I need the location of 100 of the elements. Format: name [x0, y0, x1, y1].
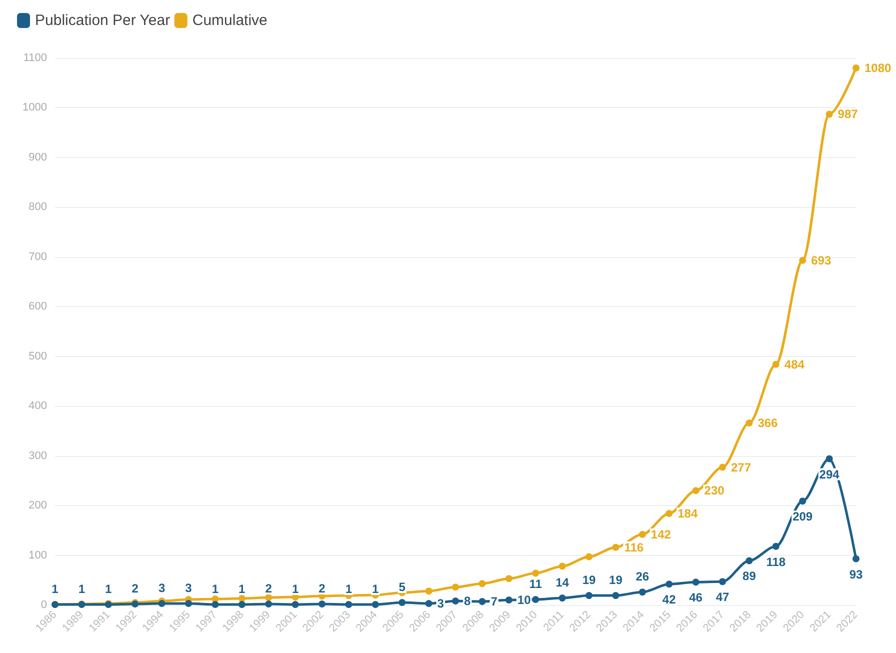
point	[265, 600, 272, 608]
y-tick-label: 800	[28, 201, 47, 214]
data-label: 277	[731, 460, 752, 474]
data-label: 89	[742, 569, 756, 584]
point	[425, 600, 432, 608]
point	[185, 600, 192, 608]
y-tick-label: 500	[28, 350, 47, 362]
data-label: 1	[292, 582, 299, 596]
data-label: 1	[78, 582, 86, 596]
point	[452, 598, 459, 605]
data-label: 5	[398, 580, 406, 594]
point	[612, 544, 620, 551]
data-label: 2	[132, 582, 139, 596]
point	[398, 599, 406, 606]
y-tick-label: 300	[28, 450, 47, 462]
data-label: 11	[529, 577, 542, 592]
data-label: 42	[662, 592, 676, 607]
data-label: 693	[811, 253, 832, 268]
point	[719, 578, 726, 586]
data-label: 26	[636, 570, 650, 584]
data-label: 47	[716, 590, 730, 604]
data-label: 1	[238, 582, 246, 596]
data-label: 142	[650, 527, 672, 542]
point	[799, 498, 806, 505]
y-tick-label: 1100	[23, 52, 47, 64]
y-tick-label: 600	[28, 300, 47, 313]
point	[292, 601, 299, 608]
point	[478, 580, 486, 588]
data-label: 366	[758, 416, 778, 430]
data-label: 10	[517, 593, 532, 608]
data-label: 294	[819, 467, 840, 482]
data-label: 2	[265, 582, 272, 596]
data-label: 184	[678, 506, 698, 520]
point	[158, 600, 166, 608]
point	[452, 584, 459, 591]
point	[372, 601, 379, 608]
y-tick-label: 200	[28, 500, 47, 512]
y-tick-label: 400	[28, 400, 47, 412]
data-label: 1080	[864, 60, 892, 75]
point	[692, 578, 700, 586]
data-label: 19	[609, 573, 623, 588]
point	[532, 596, 540, 604]
point	[532, 570, 540, 577]
y-tick-label: 0	[40, 599, 47, 611]
y-tick-label: 1000	[22, 102, 47, 114]
y-tick-label: 100	[28, 549, 47, 562]
point	[478, 598, 486, 606]
point	[772, 360, 780, 368]
point	[638, 588, 646, 596]
point	[852, 555, 860, 562]
point	[238, 601, 246, 608]
point	[772, 542, 780, 550]
legend-label: Publication Per Year	[35, 12, 170, 29]
data-label: 3	[437, 596, 444, 611]
data-label: 1	[52, 582, 59, 596]
point	[212, 601, 219, 608]
data-label: 116	[624, 540, 644, 554]
point	[586, 592, 592, 600]
legend-label: Cumulative	[192, 12, 268, 29]
point	[692, 487, 700, 494]
point	[612, 592, 620, 600]
y-tick-label: 900	[28, 151, 47, 164]
point	[558, 594, 566, 602]
data-label: 93	[849, 567, 863, 582]
data-label: 7	[490, 594, 498, 609]
data-label: 1	[212, 582, 219, 596]
point	[505, 575, 512, 582]
data-label: 209	[792, 510, 813, 524]
data-label: 1	[105, 582, 112, 596]
point	[318, 600, 326, 608]
data-label: 484	[784, 357, 805, 372]
point	[799, 256, 806, 264]
data-label: 46	[689, 590, 703, 605]
data-label: 19	[582, 573, 596, 588]
y-tick-label: 700	[28, 250, 47, 263]
data-label: 3	[158, 581, 166, 596]
point	[558, 562, 566, 570]
point	[345, 601, 352, 608]
data-label: 230	[704, 484, 725, 498]
data-label: 118	[766, 554, 786, 569]
point	[265, 594, 272, 602]
point	[746, 420, 753, 426]
point	[666, 510, 673, 517]
data-label: 8	[464, 594, 471, 608]
data-label: 2	[318, 582, 326, 596]
point	[852, 64, 860, 72]
point	[666, 580, 673, 588]
point	[826, 110, 833, 118]
data-label: 14	[556, 576, 570, 590]
point	[746, 557, 753, 564]
data-label: 987	[838, 107, 858, 122]
point	[238, 595, 246, 602]
point	[586, 553, 592, 560]
point	[505, 596, 512, 604]
data-label: 1	[345, 582, 352, 596]
point	[638, 530, 646, 538]
point	[425, 588, 432, 595]
data-label: 1	[372, 582, 380, 596]
data-label: 3	[185, 581, 192, 596]
point	[826, 455, 833, 462]
